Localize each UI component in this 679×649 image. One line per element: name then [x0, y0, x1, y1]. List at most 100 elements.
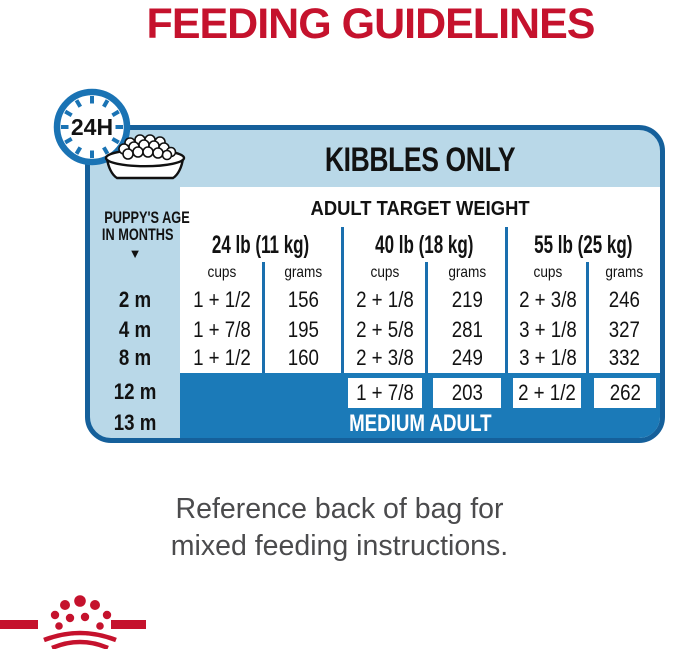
cell-text: 156 [287, 287, 320, 312]
subheader-grams: grams [427, 262, 507, 284]
table-cell: 3 + 1/8 [507, 345, 588, 371]
mixed-feeding-note: Reference back of bag for mixed feeding … [35, 491, 644, 565]
cell-text: 1 + 1/2 [193, 345, 251, 370]
clock-24h-icon: 24H [53, 88, 131, 166]
cell-text: 1 + 7/8 [193, 317, 251, 342]
table-cell: 246 [588, 287, 660, 313]
adult-target-weight-text: ADULT TARGET WEIGHT [310, 198, 530, 220]
feeding-table: KIBBLES ONLY ADULT TARGET WEIGHT 24 lb (… [85, 125, 665, 443]
table-white-panel [180, 187, 660, 373]
group-separator [341, 227, 344, 373]
subheader-cups: cups [343, 262, 427, 284]
unit-separator [425, 262, 428, 373]
age-header-text: PUPPY'S AGE [104, 208, 190, 227]
clock-24h-label: 24H [71, 114, 113, 140]
table-title-text: KIBBLES ONLY [324, 141, 516, 179]
subheader-cups: cups [180, 262, 264, 284]
table-cell: 1 + 7/8 [348, 378, 422, 408]
subheader-text: grams [605, 264, 643, 281]
subheader-text: grams [448, 264, 486, 281]
cell-text: 3 + 1/8 [518, 345, 577, 370]
subheader-text: cups [370, 264, 400, 281]
page-title: FEEDING GUIDELINES [146, 0, 596, 48]
age-text: 13 m [113, 410, 157, 435]
table-cell: 1 + 7/8 [180, 317, 264, 343]
table-cell: 1 + 1/2 [180, 345, 264, 371]
age-row-label: 12 m [90, 379, 180, 405]
table-cell: 195 [264, 317, 343, 343]
unit-separator [262, 262, 265, 373]
logo-right-bar [111, 620, 146, 629]
medium-adult-text: MEDIUM ADULT [348, 410, 492, 437]
table-cell: 2 + 3/8 [343, 345, 427, 371]
cell-text: 2 + 3/8 [356, 345, 414, 370]
cell-text: 2 + 1/8 [356, 287, 414, 312]
cell-text: 2 + 1/2 [518, 380, 576, 405]
unit-separator [586, 262, 589, 373]
cell-text: 249 [451, 345, 483, 370]
logo-left-bar [0, 620, 38, 629]
subheader-text: cups [207, 264, 237, 281]
table-cell: 2 + 1/8 [343, 287, 427, 313]
weight-col-40lb-text: 40 lb (18 kg) [374, 231, 474, 259]
cell-text: 1 + 1/2 [193, 287, 251, 312]
cell-text: 281 [451, 317, 483, 342]
weight-col-40lb: 40 lb (18 kg) [343, 231, 505, 259]
table-title: KIBBLES ONLY [180, 138, 660, 182]
cell-text: 3 + 1/8 [518, 317, 577, 342]
age-row-label: 8 m [90, 345, 180, 371]
age-column-header-line1: PUPPY'S AGE [90, 209, 189, 226]
adult-target-weight-header: ADULT TARGET WEIGHT [180, 196, 660, 222]
age-text: 4 m [118, 317, 152, 342]
age-text: 8 m [118, 345, 152, 370]
weight-col-55lb-text: 55 lb (25 kg) [534, 231, 633, 259]
age-header-text: IN MONTHS [101, 225, 174, 244]
cell-text: 203 [451, 380, 483, 405]
medium-adult-label: MEDIUM ADULT [180, 407, 660, 438]
cell-text: 219 [451, 287, 483, 312]
age-column-header-line2: IN MONTHS [90, 226, 180, 243]
logo-shapes [0, 595, 146, 630]
table-cell: 281 [427, 317, 507, 343]
table-cell: 249 [427, 345, 507, 371]
cell-text: 195 [287, 317, 320, 342]
table-cell: 2 + 1/2 [513, 378, 581, 408]
cell-text: 1 + 7/8 [356, 380, 414, 405]
table-cell: 1 + 1/2 [180, 287, 264, 313]
weight-col-55lb: 55 lb (25 kg) [507, 231, 660, 259]
clock-ticks [61, 96, 123, 158]
cell-text: 160 [287, 345, 320, 370]
table-cell: 203 [433, 378, 501, 408]
age-row-label: 4 m [90, 317, 180, 343]
table-cell: 262 [594, 378, 656, 408]
royal-canin-crown-logo [0, 595, 146, 649]
kibbles [118, 134, 177, 161]
subheader-cups: cups [507, 262, 588, 284]
table-cell: 160 [264, 345, 343, 371]
age-row-label: 13 m [90, 410, 180, 436]
logo-crown-arcs [43, 630, 117, 649]
group-separator [505, 227, 508, 373]
note-line2: mixed feeding instructions. [170, 530, 509, 562]
cell-text: 332 [608, 345, 640, 370]
age-text: 2 m [118, 287, 152, 312]
subheader-grams: grams [588, 262, 660, 284]
down-triangle-icon: ▼ [128, 246, 142, 261]
weight-col-24lb: 24 lb (11 kg) [180, 231, 341, 259]
clock-ring [53, 88, 131, 166]
subheader-grams: grams [264, 262, 343, 284]
table-cell: 156 [264, 287, 343, 313]
cell-text: 246 [608, 287, 640, 312]
table-cell: 3 + 1/8 [507, 317, 588, 343]
cell-text: 262 [609, 380, 641, 405]
table-cell: 2 + 5/8 [343, 317, 427, 343]
subheader-text: cups [533, 264, 562, 281]
table-cell: 332 [588, 345, 660, 371]
table-cell: 219 [427, 287, 507, 313]
subheader-text: grams [284, 264, 323, 281]
cell-text: 327 [608, 317, 640, 342]
note-line1: Reference back of bag for [175, 493, 504, 525]
table-cell: 327 [588, 317, 660, 343]
kibble-bowl-icon [104, 134, 186, 180]
